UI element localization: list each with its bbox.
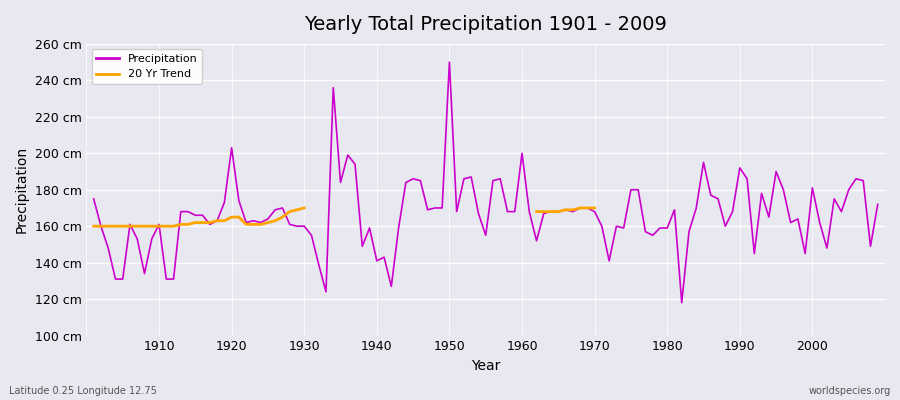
Text: Latitude 0.25 Longitude 12.75: Latitude 0.25 Longitude 12.75 [9,386,157,396]
Title: Yearly Total Precipitation 1901 - 2009: Yearly Total Precipitation 1901 - 2009 [304,15,667,34]
Legend: Precipitation, 20 Yr Trend: Precipitation, 20 Yr Trend [92,50,202,84]
Y-axis label: Precipitation: Precipitation [15,146,29,233]
X-axis label: Year: Year [471,359,500,373]
Text: worldspecies.org: worldspecies.org [809,386,891,396]
